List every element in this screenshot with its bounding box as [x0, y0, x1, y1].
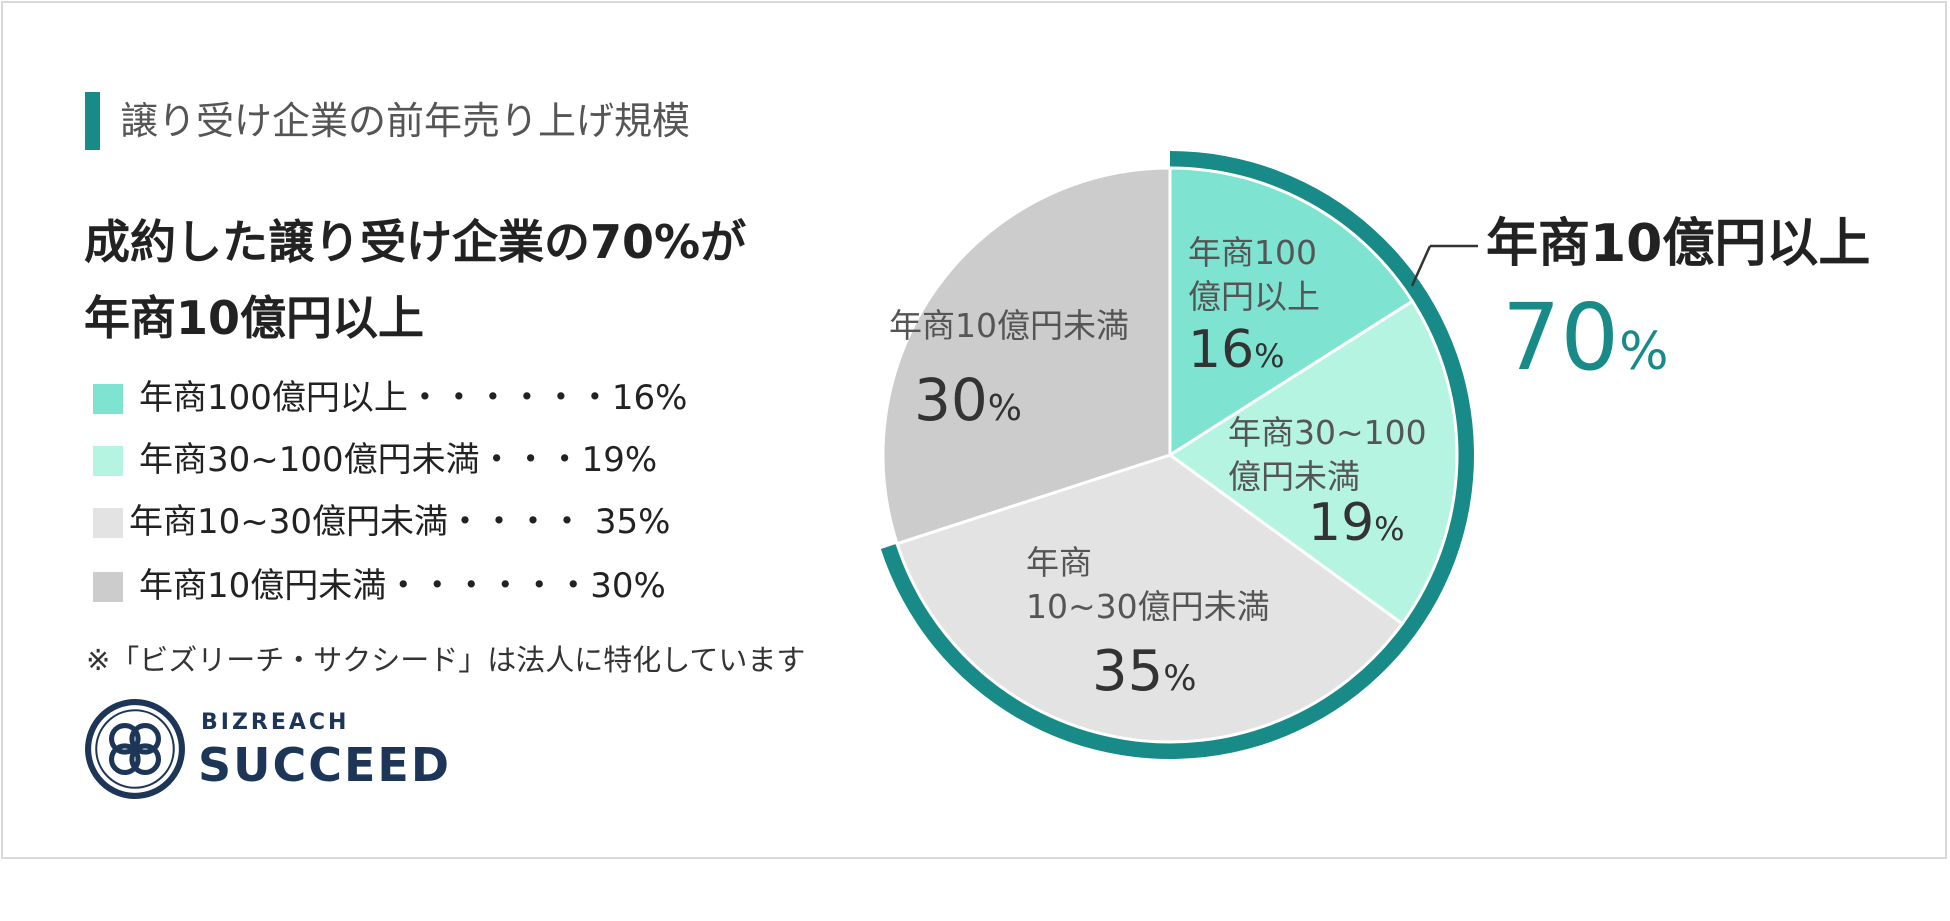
- callout-value-number: 70: [1502, 284, 1620, 391]
- slice-category-label: 億円以上: [1188, 277, 1320, 316]
- slice-value-label: 19%: [1308, 493, 1405, 553]
- heading-accent-bar: [85, 92, 100, 150]
- pie-slices-group: [881, 166, 1459, 744]
- legend-swatch: [93, 508, 123, 538]
- logo-wordmark-small: BIZREACH: [201, 710, 350, 735]
- legend-swatch: [93, 446, 123, 476]
- legend-swatch: [93, 572, 123, 602]
- slice-category-label: 年商: [1026, 543, 1092, 582]
- slice-value-label: 35%: [1092, 639, 1197, 704]
- legend-label: 年商10~30億円未満・・・・ 35%: [129, 502, 671, 542]
- pie-slice: [895, 453, 1405, 744]
- callout-leader-line: [1410, 245, 1432, 287]
- pie-slice: [1167, 299, 1459, 626]
- succeed-logo-icon: [85, 699, 185, 799]
- slice-category-label: 年商100: [1188, 233, 1317, 272]
- slice-category-label: 年商30~100: [1228, 413, 1427, 452]
- legend-swatch: [93, 384, 123, 414]
- slice-value-label: 16%: [1188, 320, 1285, 380]
- slice-category-label: 10~30億円未満: [1026, 587, 1270, 626]
- legend-label: 年商100億円以上・・・・・・16%: [139, 378, 688, 418]
- callout-label: 年商10億円以上: [1486, 214, 1871, 274]
- legend-label: 年商30~100億円未満・・・19%: [139, 440, 658, 480]
- slice-value-label: 30%: [914, 366, 1022, 434]
- footnote: ※「ビズリーチ・サクシード」は法人に特化しています: [86, 643, 806, 677]
- callout-value-unit: %: [1619, 322, 1669, 382]
- chart-heading: 譲り受け企業の前年売り上げ規模: [120, 99, 691, 143]
- headline-line-1: 成約した譲り受け企業の70%が: [84, 215, 747, 269]
- slice-category-label: 年商10億円未満: [889, 306, 1129, 345]
- callout-value: 70%: [1502, 288, 1669, 414]
- headline-line-2: 年商10億円以上: [84, 291, 425, 345]
- logo-wordmark-large: SUCCEED: [198, 738, 452, 792]
- legend-label: 年商10億円未満・・・・・・30%: [139, 566, 666, 606]
- slice-category-label: 億円未満: [1228, 457, 1360, 496]
- pie-slice: [881, 166, 1172, 546]
- pie-slice: [1168, 166, 1415, 458]
